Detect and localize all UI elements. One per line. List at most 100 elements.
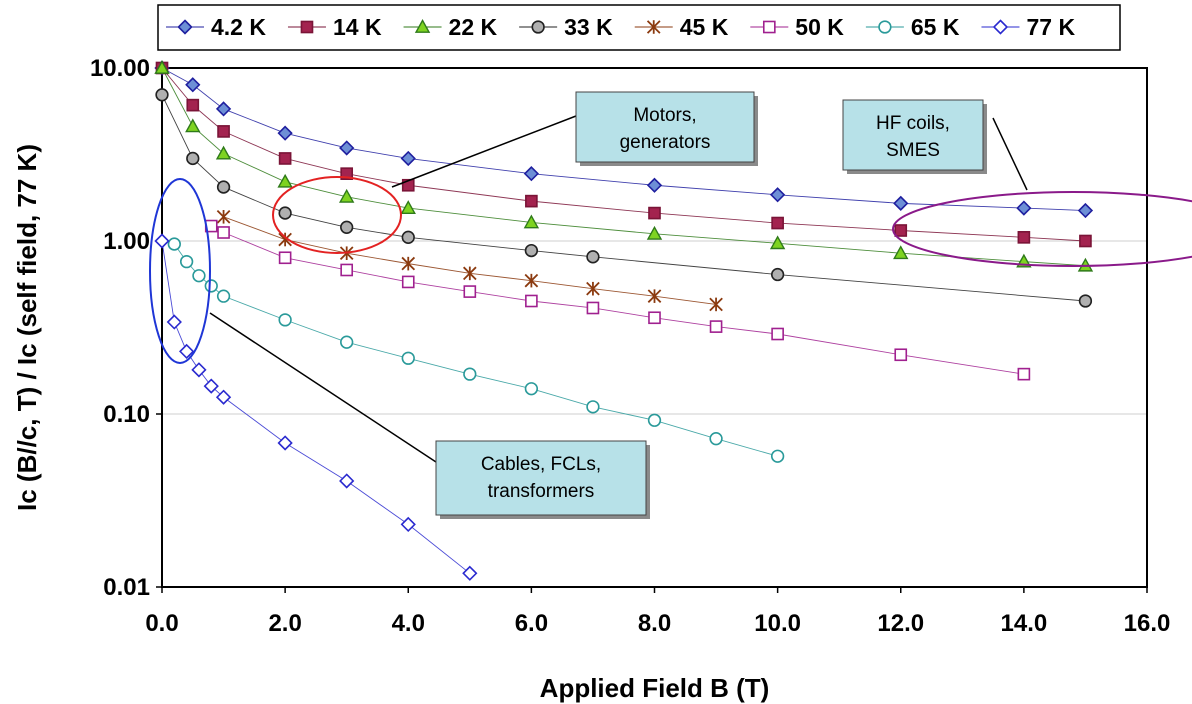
grid-lines [162, 240, 1147, 415]
data-point [340, 167, 354, 180]
motors-callout-box [575, 91, 755, 163]
annotation-callouts: Motors, generators HF coils, SMES Cables, FC… [209, 91, 1028, 519]
data-point [648, 311, 661, 325]
data-point [167, 237, 181, 251]
data-point [524, 382, 539, 396]
data-point [709, 432, 723, 446]
legend: 4.2 K 14 K 22 K 33 K 45 K 50 K 65 K 77 K [157, 4, 1121, 51]
data-point [278, 251, 292, 265]
data-point [586, 250, 600, 264]
data-point [191, 362, 207, 378]
data-point [401, 351, 415, 365]
data-point [166, 314, 182, 330]
data-point [215, 145, 232, 160]
y-tick-label: 0.01 [103, 574, 150, 601]
data-point [709, 320, 723, 333]
data-point [1016, 200, 1032, 216]
hf-callout-line [992, 117, 1028, 191]
data-point [215, 389, 232, 405]
data-point [1017, 367, 1031, 381]
series-line-1 [161, 67, 1086, 211]
data-point [400, 516, 416, 533]
data-point [524, 243, 539, 258]
x-tick-label: 12.0 [877, 610, 924, 637]
data-point [647, 289, 662, 303]
data-point [523, 214, 540, 229]
motors-callout-line1: Motors, [633, 105, 696, 126]
data-point [771, 216, 784, 230]
data-point [155, 88, 169, 102]
data-point [203, 378, 219, 394]
data-point [523, 166, 540, 182]
data-point [770, 449, 785, 463]
y-tick-label: 0.10 [103, 401, 150, 428]
data-point [340, 263, 354, 277]
cables-highlight-ellipse [149, 178, 211, 364]
highlight-ellipses [149, 176, 1192, 364]
hf-coils-highlight-ellipse [892, 191, 1192, 267]
legend-marker-2 [300, 20, 314, 34]
data-point [178, 343, 195, 360]
data-point [278, 206, 292, 220]
hf-callout-box [842, 99, 984, 171]
x-axis-title: Applied Field B (T) [540, 673, 770, 703]
data-point [462, 565, 478, 581]
x-tick-label: 16.0 [1124, 610, 1171, 637]
y-tick-label: 1.00 [103, 228, 150, 255]
data-point [339, 140, 355, 156]
data-point [401, 275, 415, 289]
legend-label-1: 4.2 K [211, 14, 266, 40]
data-point [646, 225, 663, 240]
data-point [278, 313, 292, 327]
data-point [154, 60, 170, 74]
data-point [400, 150, 416, 167]
data-point [179, 254, 194, 269]
data-point [463, 285, 477, 298]
data-point [586, 400, 600, 414]
data-point [586, 301, 600, 315]
legend-label-3: 22 K [449, 14, 498, 40]
data-point [525, 194, 538, 208]
data-point [646, 177, 663, 193]
data-point [894, 348, 908, 362]
y-tick-label: 10.00 [90, 55, 150, 82]
data-point [216, 209, 231, 224]
x-tick-label: 0.0 [145, 610, 178, 637]
data-point [647, 413, 662, 427]
data-point [1077, 202, 1094, 219]
legend-marker-1 [177, 19, 193, 35]
data-point [893, 195, 909, 212]
data-point [463, 367, 477, 381]
x-tick-label: 10.0 [754, 610, 801, 637]
series-line-4 [161, 94, 1086, 302]
data-point [463, 266, 477, 281]
data-point [338, 188, 355, 203]
data-point [186, 151, 200, 166]
motors-highlight-ellipse [272, 176, 402, 254]
data-point [401, 256, 416, 271]
data-point [401, 178, 415, 192]
legend-label-4: 33 K [564, 14, 613, 40]
data-point [1079, 234, 1092, 248]
data-point [524, 273, 539, 288]
series-line-7 [173, 243, 778, 457]
data-point [216, 180, 231, 194]
data-point [186, 98, 200, 112]
data-point [192, 269, 206, 283]
x-tick-label: 2.0 [268, 610, 301, 637]
legend-label-2: 14 K [333, 14, 382, 40]
cables-callout-line1: Cables, FCLs, [481, 454, 601, 475]
data-point [185, 118, 201, 133]
data-point [709, 297, 723, 312]
data-point [769, 235, 786, 250]
data-point [894, 224, 908, 237]
data-point [217, 125, 230, 138]
legend-marker-7 [878, 20, 892, 34]
axis-ticks: 0.01 0.10 1.00 10.00 0.0 2.0 4.0 6.0 8.0 10.0 12.0… [90, 55, 1170, 637]
data-point [340, 220, 354, 234]
cables-callout-line [209, 312, 437, 463]
motors-callout-line2: generators [620, 132, 711, 153]
data-point [1017, 231, 1031, 244]
data-point [277, 173, 293, 188]
legend-marker-3 [414, 19, 431, 33]
